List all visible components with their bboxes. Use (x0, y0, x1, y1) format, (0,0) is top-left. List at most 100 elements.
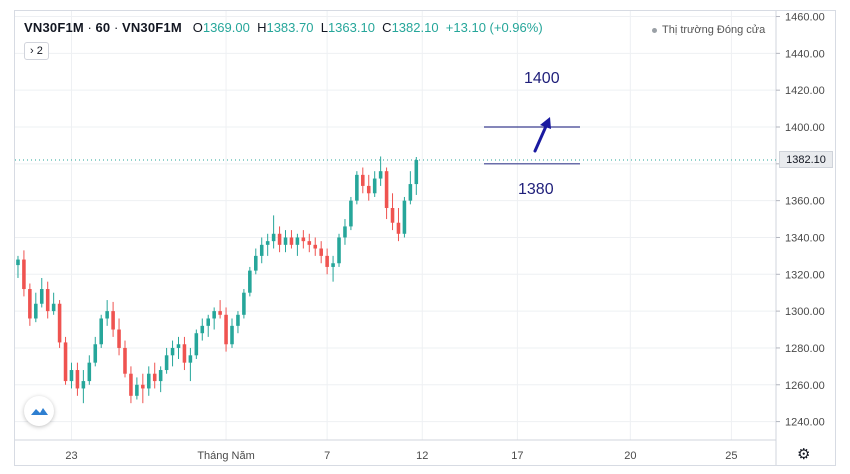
candle-body (289, 237, 294, 245)
candle-body (28, 289, 32, 319)
candle-body (45, 289, 50, 312)
candle-body (277, 233, 282, 245)
x-tick-label: 25 (725, 450, 737, 462)
candle-body (236, 314, 240, 326)
x-tick-label: 23 (65, 450, 77, 462)
candle-body (271, 233, 276, 242)
y-tick-label: 1400.00 (785, 122, 825, 134)
candle-body (408, 184, 413, 201)
candle-body (57, 303, 62, 343)
symbol[interactable]: VN30F1M (24, 20, 84, 35)
close-label: C (382, 20, 392, 35)
x-tick-label: 12 (416, 450, 428, 462)
candle-body (164, 355, 169, 371)
candle-body (230, 325, 234, 345)
y-tick-label: 1460.00 (785, 12, 825, 24)
candle-body (212, 311, 216, 319)
annotation-lower-label: 1380 (518, 181, 554, 198)
candle-body (331, 263, 335, 267)
candle-body (111, 311, 115, 330)
gear-icon[interactable]: ⚙ (797, 446, 811, 463)
candle-body (283, 237, 288, 245)
y-tick-label: 1440.00 (785, 48, 825, 60)
candle-body (69, 370, 74, 382)
candle-body (51, 303, 56, 312)
interval[interactable]: 60 (95, 20, 111, 35)
collapse-indicators-button[interactable]: › 2 (24, 42, 49, 60)
y-tick-label: 1320.00 (785, 269, 825, 281)
candle-body (39, 289, 44, 304)
x-tick-label: Tháng Năm (197, 450, 254, 462)
high-value: 1383.70 (266, 20, 314, 35)
candle-body (141, 384, 145, 389)
y-tick-label: 1240.00 (785, 417, 825, 429)
y-tick-label: 1280.00 (785, 343, 825, 355)
up-arrow-icon (533, 122, 549, 153)
y-tick-label: 1420.00 (785, 85, 825, 97)
candle-body (123, 347, 127, 374)
candle-body (254, 255, 258, 271)
low-label: L (320, 20, 328, 35)
candle-body (93, 344, 98, 363)
candle-body (325, 255, 329, 267)
candle-body (158, 370, 163, 382)
candle-body (194, 333, 199, 356)
candle-body (170, 347, 175, 356)
candle-body (129, 373, 133, 396)
candle-body (396, 222, 401, 234)
candle-body (63, 342, 68, 382)
annotation-upper-label: 1400 (524, 70, 560, 87)
open-label: O (192, 20, 203, 35)
candle-body (343, 226, 347, 238)
candle-body (176, 344, 181, 348)
candle-body (301, 237, 306, 242)
market-status: Thị trường Đóng cửa (652, 24, 765, 36)
legend-header: VN30F1M · 60 · VN30F1M O1369.00 H1383.70… (24, 20, 543, 35)
cloud-logo-icon (31, 408, 48, 415)
close-value: 1382.10 (391, 20, 439, 35)
candle-body (337, 237, 341, 264)
candle-body (259, 244, 264, 256)
x-tick-label: 17 (511, 450, 523, 462)
tradingview-logo[interactable] (24, 396, 54, 426)
candle-body (349, 200, 353, 227)
x-tick-label: 7 (324, 450, 330, 462)
candle-body (34, 303, 38, 319)
candle-body (87, 362, 92, 382)
candle-body (22, 259, 26, 290)
candle-body (99, 318, 103, 345)
candle-body (81, 381, 86, 389)
symbol-name: VN30F1M (121, 20, 182, 35)
candle-body (105, 311, 109, 319)
candle-body (152, 373, 157, 382)
y-tick-label: 1300.00 (785, 306, 825, 318)
candle-body (319, 248, 323, 256)
candle-body (355, 174, 359, 201)
last-price-tag: 1382.10 (779, 151, 833, 168)
candle-body (390, 208, 395, 223)
indicator-count: 2 (36, 45, 43, 57)
candle-body (75, 370, 80, 389)
change-value: +13.10 (+0.96%) (445, 20, 543, 35)
candle-body (295, 237, 300, 245)
up-arrow-head-icon (540, 117, 551, 129)
low-value: 1363.10 (327, 20, 375, 35)
candle-body (366, 185, 371, 194)
candle-body (384, 171, 389, 209)
chart-frame (14, 10, 836, 466)
candle-body (361, 174, 365, 186)
candle-body (16, 259, 20, 266)
status-dot-icon (652, 27, 657, 33)
y-tick-label: 1260.00 (785, 380, 825, 392)
x-tick-label: 20 (624, 450, 636, 462)
open-value: 1369.00 (202, 20, 250, 35)
candle-body (146, 373, 151, 389)
candle-body (117, 329, 121, 348)
candle-body (242, 292, 246, 315)
candle-body (206, 318, 211, 326)
candle-body (188, 355, 193, 363)
candle-body (248, 270, 252, 293)
chevron-right-icon: › (30, 45, 34, 57)
candle-body (224, 314, 228, 345)
